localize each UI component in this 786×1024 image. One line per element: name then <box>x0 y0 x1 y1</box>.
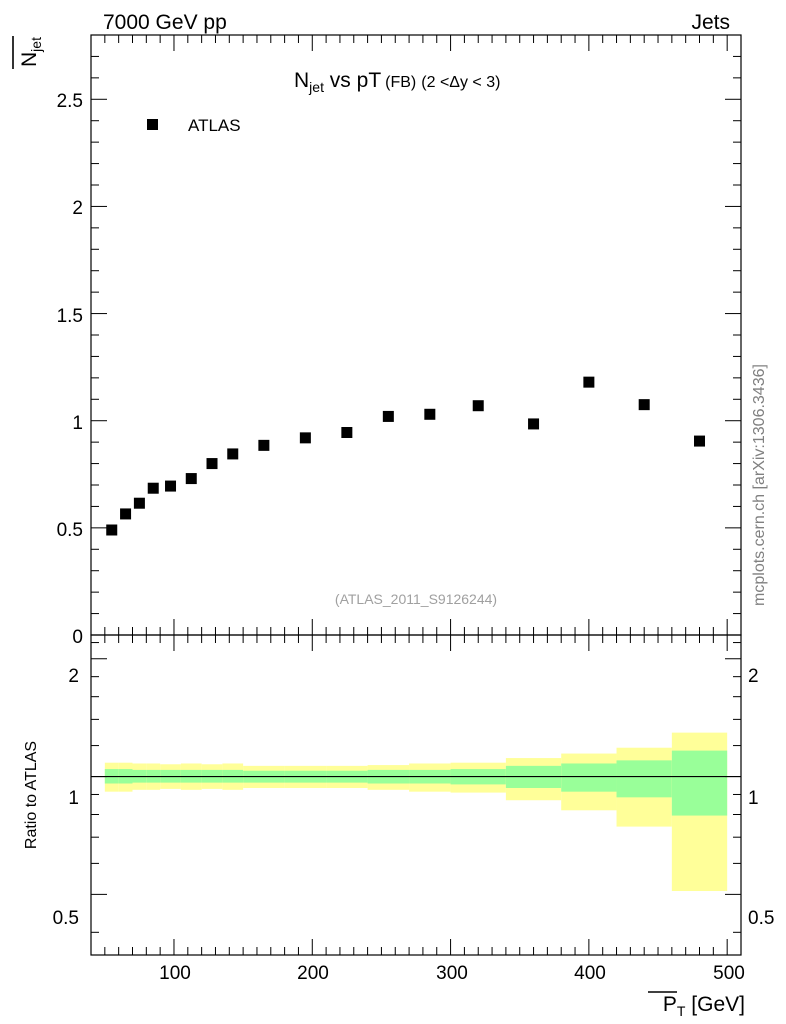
main-y-label-main: N <box>18 52 41 67</box>
ratio-ytick-left-2: 2 <box>68 666 79 687</box>
legend-marker <box>147 119 158 130</box>
svg-text:Njet: Njet <box>18 37 44 67</box>
title-rest: vs pT <box>324 69 381 92</box>
data-point <box>206 458 218 470</box>
data-point <box>583 376 595 388</box>
main-y-label-sub: jet <box>28 37 44 53</box>
data-point <box>638 399 650 411</box>
ratio-inner-band <box>671 750 728 816</box>
data-point <box>424 408 436 420</box>
ytick-label-1: 1 <box>72 413 83 434</box>
data-point <box>227 448 239 460</box>
data-point <box>299 432 311 444</box>
main-data-points <box>106 376 706 536</box>
ratio-y-label: Ratio to ATLAS <box>23 741 40 849</box>
ytick-label-0.5: 0.5 <box>57 520 83 541</box>
ratio-ytick-left-0.5: 0.5 <box>53 908 79 929</box>
ratio-ytick-left-1: 1 <box>68 788 79 809</box>
ratio-ytick-right-0.5: 0.5 <box>748 908 774 929</box>
ytick-label-0: 0 <box>72 627 83 648</box>
data-point <box>341 427 353 438</box>
data-point <box>133 497 145 509</box>
side-label: mcplots.cern.ch [arXiv:1306.3436] <box>751 364 768 606</box>
data-point <box>472 400 484 412</box>
data-point <box>694 435 706 447</box>
title-tag: (FB) <box>385 74 416 91</box>
ytick-label-2: 2 <box>72 198 83 219</box>
data-point <box>165 480 177 492</box>
x-axis-label: PT [GeV] <box>663 993 745 1019</box>
ratio-ticks <box>91 635 741 955</box>
main-y-label: Njet <box>18 37 44 67</box>
main-x-ticks <box>104 35 728 635</box>
ratio-inner-band <box>616 760 672 798</box>
chart-title: Njet vs pT (FB) (2 <Δy < 3) <box>294 69 500 95</box>
category-label: Jets <box>691 11 730 34</box>
xtick-label-400: 400 <box>574 963 606 984</box>
data-point <box>528 418 540 430</box>
x-label-main: P <box>663 993 677 1016</box>
ratio-inner-band <box>561 763 617 792</box>
xtick-label-500: 500 <box>713 963 745 984</box>
x-label-sub: T <box>677 1003 686 1019</box>
data-point <box>106 524 118 536</box>
main-y-axis <box>91 55 741 636</box>
ratio-panel-frame <box>90 634 742 956</box>
data-point <box>120 508 132 520</box>
x-label-rest: [GeV] <box>685 993 745 1016</box>
title-range: (2 <Δy < 3) <box>421 74 500 91</box>
ratio-ytick-right-2: 2 <box>748 666 759 687</box>
xtick-label-300: 300 <box>436 963 468 984</box>
legend-label: ATLAS <box>188 116 241 135</box>
data-point <box>185 473 197 485</box>
data-point <box>258 439 270 451</box>
ratio-ytick-right-1: 1 <box>748 788 759 809</box>
data-point <box>382 410 394 422</box>
title-sub: jet <box>308 79 324 95</box>
energy-label: 7000 GeV pp <box>103 11 227 34</box>
ratio-bands <box>104 732 728 892</box>
ytick-label-2.5: 2.5 <box>57 91 83 112</box>
analysis-label: (ATLAS_2011_S9126244) <box>335 591 497 607</box>
xtick-label-200: 200 <box>297 963 329 984</box>
data-point <box>147 482 159 494</box>
ytick-label-1.5: 1.5 <box>57 306 83 327</box>
title-main: N <box>294 69 309 92</box>
xtick-label-100: 100 <box>159 963 191 984</box>
